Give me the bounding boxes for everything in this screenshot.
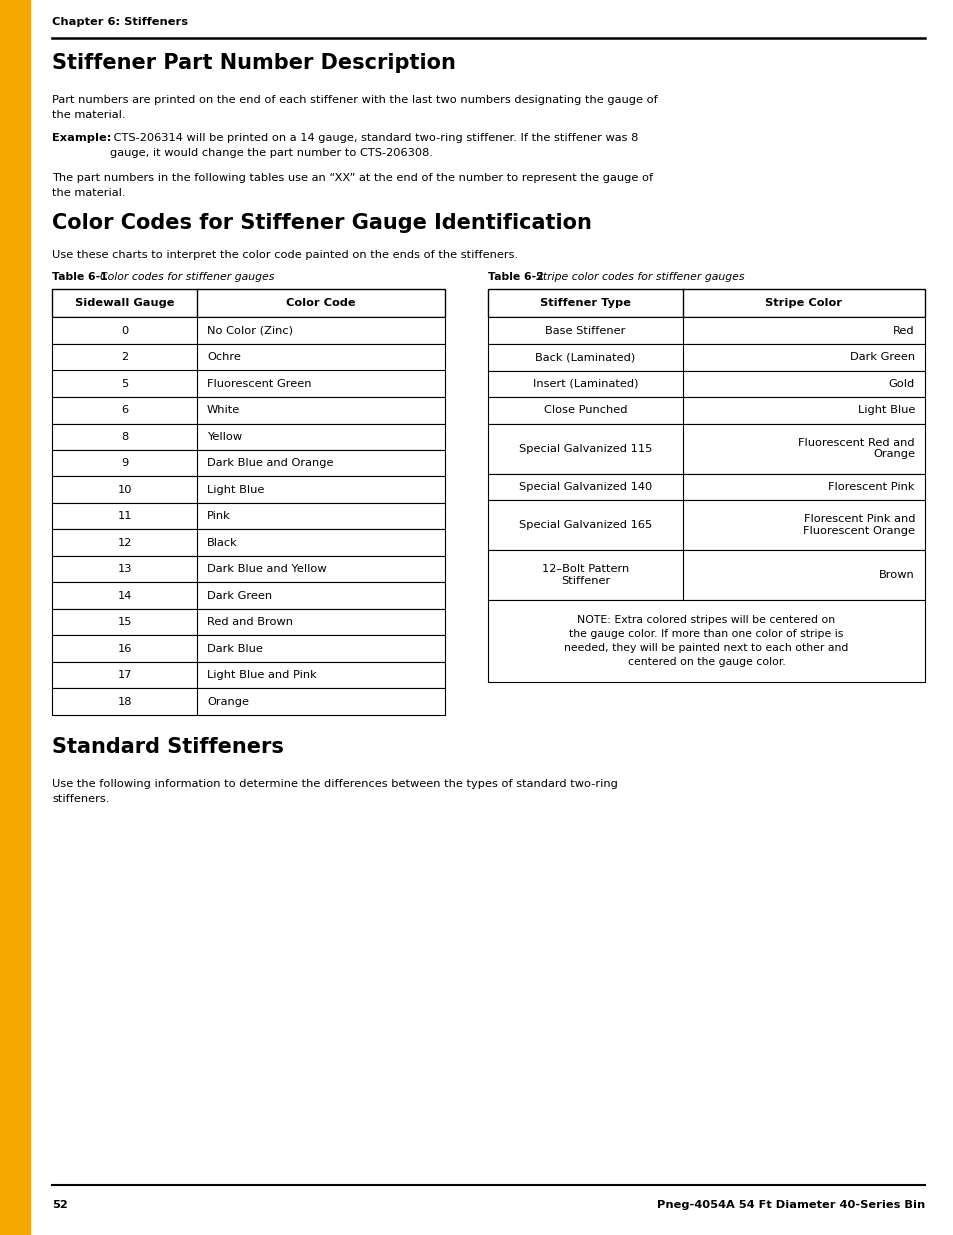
Bar xyxy=(52,317,444,345)
Bar xyxy=(52,345,444,370)
Text: Back (Laminated): Back (Laminated) xyxy=(535,352,635,362)
Text: 11: 11 xyxy=(117,511,132,521)
Bar xyxy=(52,289,444,317)
Text: 0: 0 xyxy=(121,326,128,336)
Text: Table 6-1: Table 6-1 xyxy=(52,272,112,282)
Text: Stripe color codes for stiffener gauges: Stripe color codes for stiffener gauges xyxy=(536,272,743,282)
Bar xyxy=(52,477,444,503)
Text: Color Codes for Stiffener Gauge Identification: Color Codes for Stiffener Gauge Identifi… xyxy=(52,212,591,233)
Text: Fluorescent Red and
Orange: Fluorescent Red and Orange xyxy=(798,437,914,459)
Bar xyxy=(52,556,444,583)
Text: Use these charts to interpret the color code painted on the ends of the stiffene: Use these charts to interpret the color … xyxy=(52,249,517,261)
Bar xyxy=(488,424,924,473)
Bar xyxy=(52,636,444,662)
Text: 13: 13 xyxy=(117,564,132,574)
Text: Orange: Orange xyxy=(207,697,249,706)
Bar xyxy=(488,289,924,317)
Text: 9: 9 xyxy=(121,458,128,468)
Text: Stiffener Type: Stiffener Type xyxy=(539,298,630,309)
Text: Special Galvanized 140: Special Galvanized 140 xyxy=(518,482,652,492)
Bar xyxy=(488,600,924,682)
Text: Stripe Color: Stripe Color xyxy=(764,298,841,309)
Text: Use the following information to determine the differences between the types of : Use the following information to determi… xyxy=(52,779,618,804)
Text: Stiffener Part Number Description: Stiffener Part Number Description xyxy=(52,53,456,73)
Bar xyxy=(488,550,924,600)
Text: Part numbers are printed on the end of each stiffener with the last two numbers : Part numbers are printed on the end of e… xyxy=(52,95,657,120)
Text: 14: 14 xyxy=(117,590,132,600)
Text: Pneg-4054A 54 Ft Diameter 40-Series Bin: Pneg-4054A 54 Ft Diameter 40-Series Bin xyxy=(656,1200,924,1210)
Text: 15: 15 xyxy=(117,618,132,627)
Text: Dark Green: Dark Green xyxy=(849,352,914,362)
Text: Dark Blue and Yellow: Dark Blue and Yellow xyxy=(207,564,326,574)
Bar xyxy=(488,370,924,396)
Text: Example:: Example: xyxy=(52,133,112,143)
Bar xyxy=(488,473,924,500)
Bar xyxy=(52,370,444,396)
Text: CTS-206314 will be printed on a 14 gauge, standard two-ring stiffener. If the st: CTS-206314 will be printed on a 14 gauge… xyxy=(110,133,638,158)
Text: Table 6-2: Table 6-2 xyxy=(488,272,547,282)
Bar xyxy=(52,450,444,477)
Text: Florescent Pink: Florescent Pink xyxy=(827,482,914,492)
Text: Pink: Pink xyxy=(207,511,231,521)
Text: 2: 2 xyxy=(121,352,128,362)
Text: Light Blue: Light Blue xyxy=(857,405,914,415)
Text: Dark Blue and Orange: Dark Blue and Orange xyxy=(207,458,334,468)
Text: Special Galvanized 165: Special Galvanized 165 xyxy=(518,520,652,530)
Text: 8: 8 xyxy=(121,432,128,442)
Bar xyxy=(52,688,444,715)
Text: Chapter 6: Stiffeners: Chapter 6: Stiffeners xyxy=(52,17,188,27)
Text: 6: 6 xyxy=(121,405,128,415)
Text: 52: 52 xyxy=(52,1200,68,1210)
Text: Insert (Laminated): Insert (Laminated) xyxy=(532,379,638,389)
Text: 5: 5 xyxy=(121,379,128,389)
Text: 18: 18 xyxy=(117,697,132,706)
Text: The part numbers in the following tables use an “XX” at the end of the number to: The part numbers in the following tables… xyxy=(52,173,653,198)
Text: Fluorescent Green: Fluorescent Green xyxy=(207,379,312,389)
Text: 12: 12 xyxy=(117,537,132,548)
Text: Standard Stiffeners: Standard Stiffeners xyxy=(52,737,284,757)
Bar xyxy=(52,583,444,609)
Text: No Color (Zinc): No Color (Zinc) xyxy=(207,326,293,336)
Text: White: White xyxy=(207,405,240,415)
Text: Color codes for stiffener gauges: Color codes for stiffener gauges xyxy=(100,272,274,282)
Text: Close Punched: Close Punched xyxy=(543,405,626,415)
Text: Red and Brown: Red and Brown xyxy=(207,618,293,627)
Text: Brown: Brown xyxy=(879,571,914,580)
Text: Special Galvanized 115: Special Galvanized 115 xyxy=(518,443,652,453)
Bar xyxy=(0,0,30,1235)
Text: Black: Black xyxy=(207,537,237,548)
Bar xyxy=(52,424,444,450)
Bar xyxy=(488,396,924,424)
Text: 17: 17 xyxy=(117,671,132,680)
Bar xyxy=(52,662,444,688)
Bar xyxy=(52,396,444,424)
Text: Florescent Pink and
Fluorescent Orange: Florescent Pink and Fluorescent Orange xyxy=(802,514,914,536)
Text: 10: 10 xyxy=(117,485,132,495)
Bar xyxy=(52,609,444,636)
Text: Sidewall Gauge: Sidewall Gauge xyxy=(74,298,174,309)
Text: Gold: Gold xyxy=(888,379,914,389)
Text: Dark Blue: Dark Blue xyxy=(207,643,263,653)
Text: Dark Green: Dark Green xyxy=(207,590,272,600)
Text: 16: 16 xyxy=(117,643,132,653)
Text: Red: Red xyxy=(892,326,914,336)
Bar xyxy=(488,500,924,550)
Text: 12–Bolt Pattern
Stiffener: 12–Bolt Pattern Stiffener xyxy=(541,564,628,585)
Bar xyxy=(52,503,444,530)
Text: Yellow: Yellow xyxy=(207,432,242,442)
Text: Light Blue and Pink: Light Blue and Pink xyxy=(207,671,316,680)
Text: Ochre: Ochre xyxy=(207,352,240,362)
Text: Base Stiffener: Base Stiffener xyxy=(545,326,625,336)
Text: Color Code: Color Code xyxy=(286,298,355,309)
Text: NOTE: Extra colored stripes will be centered on
the gauge color. If more than on: NOTE: Extra colored stripes will be cent… xyxy=(564,615,848,667)
Bar xyxy=(488,317,924,345)
Bar xyxy=(52,530,444,556)
Bar xyxy=(488,345,924,370)
Text: Light Blue: Light Blue xyxy=(207,485,264,495)
